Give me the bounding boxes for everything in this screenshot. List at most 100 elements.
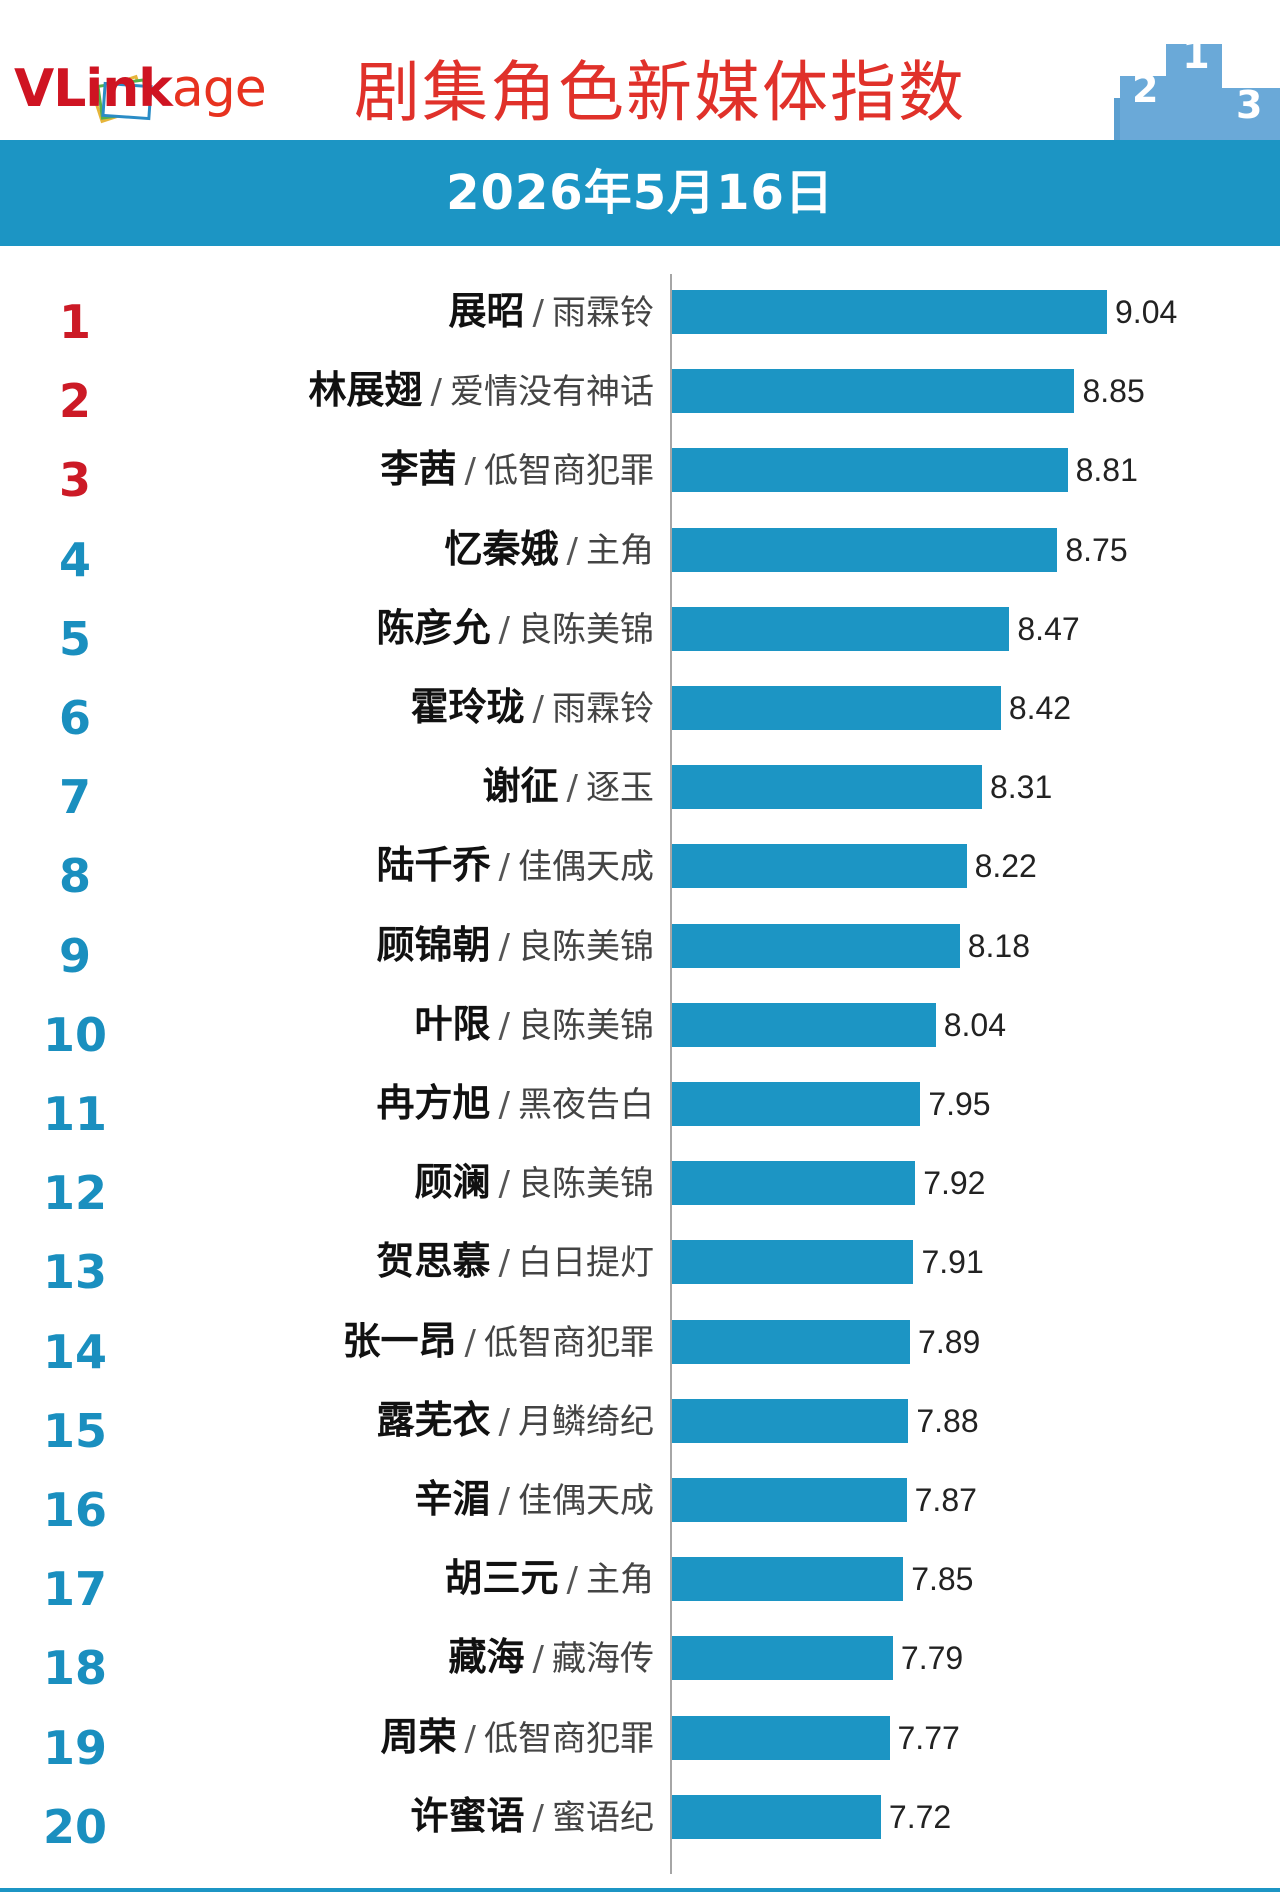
drama-title: 雨霖铃: [552, 293, 654, 333]
drama-title: 佳偶天成: [518, 1481, 654, 1521]
character-name: 陆千乔: [376, 843, 491, 888]
rank-number: 13: [42, 1245, 107, 1300]
rank-number: 18: [42, 1641, 107, 1696]
chart-row: 17 胡三元 / 主角 7.85: [0, 1543, 1280, 1623]
bar: [672, 1002, 936, 1047]
character-name: 李茜: [380, 447, 457, 492]
character-name: 陈彦允: [376, 605, 491, 650]
bar-label: 露芜衣 / 月鳞绮纪: [377, 1385, 654, 1465]
chart-row: 9 顾锦朝 / 良陈美锦 8.18: [0, 910, 1280, 990]
bar-value-label: 7.95: [928, 1086, 991, 1122]
label-separator: /: [498, 609, 510, 650]
rank-number: 7: [58, 770, 91, 825]
bar: [672, 527, 1058, 572]
label-separator: /: [532, 1797, 544, 1838]
label-separator: /: [532, 293, 544, 333]
svg-text:2: 2: [1132, 67, 1158, 111]
character-name: 周荣: [380, 1714, 457, 1759]
character-name: 藏海: [448, 1635, 525, 1680]
drama-title: 黑夜告白: [518, 1085, 654, 1125]
rank-number: 14: [42, 1324, 107, 1379]
logo-text-part1: VL: [14, 59, 86, 119]
chart-row: 6 霍玲珑 / 雨霖铃 8.42: [0, 672, 1280, 752]
bar: [672, 844, 967, 889]
drama-title: 主角: [586, 1560, 654, 1601]
character-name: 霍玲珑: [410, 685, 525, 729]
bar-label: 陈彦允 / 良陈美锦: [377, 593, 654, 673]
podium-icon: 2 1 3: [1114, 32, 1280, 140]
bar: [672, 1398, 909, 1443]
bar: [672, 1557, 904, 1602]
chart-row: 1 展昭 / 雨霖铃 9.04: [0, 276, 1280, 356]
rank-number: 3: [58, 453, 91, 508]
character-name: 谢征: [482, 764, 559, 809]
label-separator: /: [566, 530, 578, 571]
character-name: 林展翅: [308, 368, 423, 413]
chart-row: 10 叶限 / 良陈美锦 8.04: [0, 989, 1280, 1069]
bar-value-label: 8.18: [967, 927, 1030, 964]
character-name: 叶限: [414, 1001, 491, 1046]
bar-value-label: 8.04: [943, 1006, 1007, 1043]
bar-value-label: 7.92: [923, 1165, 986, 1202]
bar-value-label: 7.89: [918, 1323, 981, 1360]
bar: [672, 448, 1068, 493]
rank-number: 16: [42, 1483, 107, 1537]
logo-text-part3: age: [171, 59, 267, 119]
bar-value-label: 8.47: [1017, 610, 1080, 647]
character-name: 展昭: [448, 289, 525, 333]
drama-title: 良陈美锦: [518, 926, 654, 967]
label-separator: /: [498, 1005, 510, 1046]
chart-row: 12 顾澜 / 良陈美锦 7.92: [0, 1147, 1280, 1227]
bar-value-label: 8.22: [974, 848, 1037, 885]
chart-row: 3 李茜 / 低智商犯罪 8.81: [0, 434, 1280, 514]
drama-title: 白日提灯: [518, 1243, 654, 1284]
bar: [672, 1715, 890, 1760]
rank-number: 8: [58, 849, 91, 904]
bar-value-label: 7.72: [888, 1798, 952, 1835]
bar: [672, 1082, 921, 1126]
bar-label: 叶限 / 良陈美锦: [415, 989, 654, 1069]
bar: [672, 923, 960, 968]
rank-number: 11: [42, 1087, 107, 1141]
bar-value-label: 7.79: [900, 1640, 964, 1677]
bar: [672, 290, 1107, 334]
bar: [672, 1161, 916, 1206]
bar-label: 周荣 / 低智商犯罪: [381, 1702, 654, 1782]
rank-number: 15: [42, 1403, 107, 1458]
chart-axis-line: [670, 274, 672, 1874]
drama-title: 主角: [586, 530, 654, 571]
character-name: 贺思慕: [376, 1239, 491, 1284]
bar: [672, 1319, 911, 1364]
logo-text-part2: ink: [85, 59, 172, 119]
character-name: 许蜜语: [410, 1793, 525, 1838]
bar-label: 陆千乔 / 佳偶天成: [377, 830, 654, 910]
character-name: 冉方旭: [376, 1081, 491, 1125]
chart-row: 16 辛湄 / 佳偶天成 7.87: [0, 1464, 1280, 1544]
label-separator: /: [430, 372, 442, 413]
bar: [672, 686, 1001, 730]
rank-number: 12: [42, 1166, 107, 1221]
bar-value-label: 7.77: [897, 1719, 960, 1756]
drama-title: 逐玉: [586, 768, 654, 809]
bar-value-label: 7.91: [921, 1244, 984, 1281]
rank-number: 9: [58, 928, 91, 983]
bar-value-label: 8.85: [1082, 373, 1145, 410]
bar: [672, 765, 982, 810]
label-separator: /: [464, 1718, 476, 1759]
label-separator: /: [498, 1085, 510, 1125]
rank-number: 17: [42, 1562, 107, 1617]
rank-number: 1: [58, 295, 91, 349]
bar-label: 冉方旭 / 黑夜告白: [377, 1068, 654, 1148]
drama-title: 佳偶天成: [518, 847, 654, 888]
bar-label: 李茜 / 低智商犯罪: [381, 434, 654, 514]
bar: [672, 606, 1010, 651]
bar-label: 顾锦朝 / 良陈美锦: [377, 910, 654, 990]
bar-value-label: 7.85: [911, 1561, 974, 1598]
logo-cards-icon: [90, 74, 153, 124]
rank-number: 20: [42, 1799, 107, 1854]
chart-row: 18 藏海 / 藏海传 7.79: [0, 1622, 1280, 1702]
bar-value-label: 7.88: [916, 1402, 979, 1439]
rank-number: 2: [58, 374, 91, 429]
label-separator: /: [566, 1560, 578, 1601]
chart-row: 8 陆千乔 / 佳偶天成 8.22: [0, 830, 1280, 910]
